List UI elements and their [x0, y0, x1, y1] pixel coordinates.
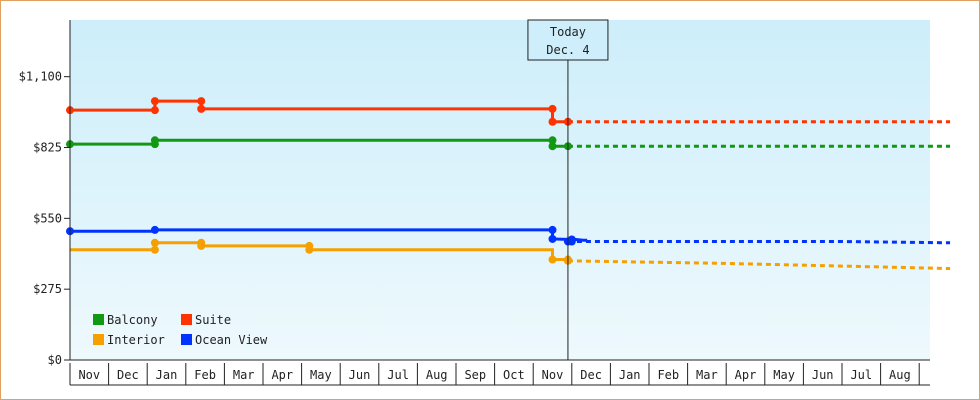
x-tick-label: Mar	[233, 368, 255, 382]
x-tick-label: Aug	[426, 368, 448, 382]
plot-area	[70, 20, 930, 360]
data-point-balcony	[150, 136, 159, 145]
y-tick-label: $550	[33, 211, 62, 225]
x-tick-label: Apr	[271, 368, 293, 382]
data-point-interior	[150, 238, 159, 247]
x-tick-label: Jan	[619, 368, 641, 382]
y-tick-label: $275	[33, 282, 62, 296]
today-marker: Today Dec. 4	[527, 19, 609, 360]
x-tick-label: Nov	[542, 368, 564, 382]
x-tick-label: Dec	[117, 368, 139, 382]
data-point-interior	[150, 245, 159, 254]
series-layer	[66, 97, 951, 271]
legend-label: Suite	[195, 313, 231, 327]
x-tick-label: Oct	[503, 368, 525, 382]
today-date: Dec. 4	[546, 43, 589, 57]
legend-swatch	[181, 334, 192, 345]
today-label: Today	[550, 25, 586, 39]
data-point-balcony	[548, 136, 557, 145]
data-point-ocean-view	[150, 225, 159, 234]
legend-item-interior: Interior	[93, 333, 165, 347]
data-point-suite	[150, 97, 159, 106]
data-point-suite	[150, 106, 159, 115]
legend-swatch	[93, 314, 104, 325]
y-tick-label: $1,100	[19, 70, 62, 84]
x-tick-label: Feb	[194, 368, 216, 382]
y-tick-label: $0	[48, 353, 62, 367]
series-balcony	[66, 136, 951, 151]
y-tick-label: $825	[33, 141, 62, 155]
x-tick-label: Jun	[812, 368, 834, 382]
x-tick-label: Sep	[464, 368, 486, 382]
legend-label: Ocean View	[195, 333, 268, 347]
data-point-suite	[548, 104, 557, 113]
x-tick-label: Dec	[580, 368, 602, 382]
data-point-suite	[197, 104, 206, 113]
series-ocean-view	[66, 225, 951, 246]
x-tick-label: May	[310, 368, 332, 382]
x-tick-label: Apr	[735, 368, 757, 382]
legend-label: Interior	[107, 333, 165, 347]
x-tick-label: Feb	[657, 368, 679, 382]
data-point-ocean-view	[548, 234, 557, 243]
x-tick-label: Nov	[78, 368, 100, 382]
data-point-interior	[305, 245, 314, 254]
data-point-balcony	[548, 142, 557, 151]
legend-label: Balcony	[107, 313, 158, 327]
x-tick-label: Jul	[387, 368, 409, 382]
data-point-interior	[548, 255, 557, 264]
legend-swatch	[93, 334, 104, 345]
axes: $0 $275 $550 $825 $1,100 Nov Dec Jan Feb Mar Apr Ma…	[19, 20, 930, 386]
legend-item-balcony: Balcony	[93, 313, 158, 327]
data-point-interior	[197, 241, 206, 250]
forecast-line-ocean-view	[567, 240, 951, 245]
series-suite	[66, 97, 951, 126]
x-tick-label: Jul	[850, 368, 872, 382]
forecast-line-interior	[567, 259, 951, 271]
x-tick-label: Jan	[156, 368, 178, 382]
legend-item-ocean-view: Ocean View	[181, 333, 268, 347]
legend-item-suite: Suite	[181, 313, 231, 327]
x-tick-label: Jun	[349, 368, 371, 382]
x-tick-label: Aug	[889, 368, 911, 382]
x-tick-label: May	[773, 368, 795, 382]
legend: Balcony Suite Interior Ocean View	[93, 313, 268, 347]
data-point-ocean-view	[548, 225, 557, 234]
data-point-suite	[197, 97, 206, 106]
data-point-suite	[548, 117, 557, 126]
today-box	[527, 19, 609, 61]
legend-swatch	[181, 314, 192, 325]
x-tick-label: Mar	[696, 368, 718, 382]
